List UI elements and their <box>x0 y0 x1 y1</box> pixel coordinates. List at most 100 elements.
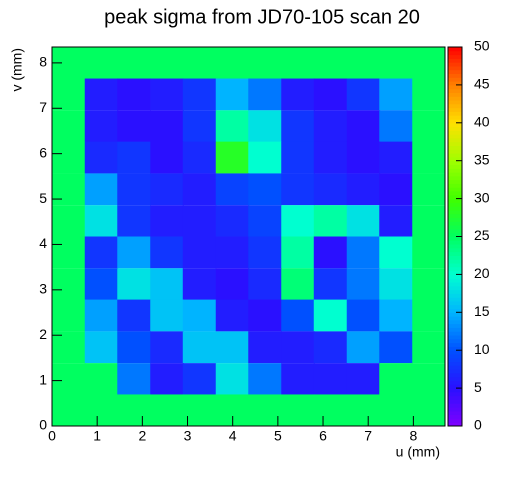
heatmap-cell <box>313 268 348 301</box>
colorbar-step <box>448 418 462 423</box>
heatmap-cell <box>281 141 315 174</box>
heatmap-cell <box>215 78 250 111</box>
colorbar-step <box>448 335 462 340</box>
colorbar-step <box>448 422 462 427</box>
heatmap-cell <box>313 110 348 143</box>
chart-title: peak sigma from JD70-105 scan 20 <box>104 6 420 28</box>
colorbar-step <box>448 103 462 109</box>
colorbar-step <box>448 92 462 97</box>
colorbar-step <box>448 206 462 211</box>
heatmap-cell <box>313 205 348 237</box>
heatmap-cell <box>346 299 381 332</box>
x-tick-label: 6 <box>319 428 327 444</box>
x-tick-label: 2 <box>138 428 146 444</box>
x-tick-label: 4 <box>229 428 237 444</box>
heatmap-cell <box>281 78 315 111</box>
colorbar-step <box>448 50 462 56</box>
heatmap-cell <box>412 173 446 206</box>
colorbar-tick-label: 5 <box>474 379 482 395</box>
heatmap-cell <box>150 363 184 395</box>
colorbar-step <box>448 338 462 344</box>
heatmap-cell <box>346 236 381 269</box>
colorbar-step <box>448 191 462 196</box>
x-tick-label: 8 <box>409 428 417 444</box>
heatmap-cell <box>117 394 151 427</box>
heatmap-cell <box>379 173 413 206</box>
y-tick-label: 8 <box>39 54 47 70</box>
heatmap-cell <box>52 236 86 269</box>
colorbar-step <box>448 270 462 275</box>
heatmap-cell <box>150 173 184 206</box>
colorbar-step <box>448 376 462 382</box>
heatmap-cell <box>346 394 381 427</box>
heatmap-cell <box>346 47 381 80</box>
heatmap-cell <box>346 78 381 111</box>
colorbar-step <box>448 172 462 177</box>
heatmap-cell <box>150 141 184 174</box>
colorbar-step <box>448 217 462 222</box>
colorbar-step <box>448 84 462 90</box>
heatmap-cell <box>248 299 282 332</box>
colorbar-step <box>448 251 462 256</box>
colorbar-step <box>448 62 462 67</box>
colorbar-step <box>448 399 462 404</box>
heatmap-cell <box>150 78 184 111</box>
heatmap-cell <box>84 236 119 269</box>
colorbar-step <box>448 259 462 264</box>
heatmap-cell <box>248 236 282 269</box>
heatmap-cell <box>52 268 86 301</box>
colorbar-step <box>448 221 462 226</box>
colorbar-step <box>448 247 462 253</box>
x-tick-label: 3 <box>184 428 192 444</box>
colorbar-step <box>448 308 462 313</box>
heatmap-cell <box>84 394 119 427</box>
colorbar-step <box>448 391 462 397</box>
heatmap-cell <box>52 299 86 332</box>
heatmap-cell <box>281 268 315 301</box>
heatmap-cell <box>117 363 151 395</box>
heatmap-cell <box>84 173 119 206</box>
heatmap-cell <box>215 47 250 80</box>
colorbar-tick-label: 20 <box>474 265 490 281</box>
colorbar-step <box>448 331 462 336</box>
colorbar-step <box>448 228 462 234</box>
heatmap-cell <box>215 236 250 269</box>
colorbar-step <box>448 81 462 86</box>
colorbar-step <box>448 145 462 150</box>
colorbar-step <box>448 58 462 63</box>
heatmap-cell <box>52 173 86 206</box>
colorbar-step <box>448 232 462 237</box>
heatmap-cell <box>412 363 446 395</box>
colorbar-tick-label: 40 <box>474 114 490 130</box>
colorbar-step <box>448 323 462 328</box>
colorbar-step <box>448 395 462 400</box>
colorbar-step <box>448 407 462 412</box>
colorbar-step <box>448 361 462 366</box>
heatmap-cell <box>313 299 348 332</box>
heatmap-cell <box>84 205 119 237</box>
colorbar-tick-label: 25 <box>474 227 490 243</box>
colorbar-step <box>448 357 462 363</box>
heatmap-cell <box>379 78 413 111</box>
colorbar-step <box>448 115 462 120</box>
colorbar-step <box>448 187 462 192</box>
colorbar-step <box>448 342 462 347</box>
heatmap-cell <box>182 205 217 237</box>
colorbar-step <box>448 281 462 287</box>
heatmap-cell <box>52 141 86 174</box>
colorbar-step <box>448 410 462 416</box>
colorbar-step <box>448 225 462 230</box>
y-tick-label: 5 <box>39 190 47 206</box>
heatmap-cell <box>379 394 413 427</box>
colorbar-step <box>448 168 462 173</box>
y-tick-label: 0 <box>39 417 47 433</box>
colorbar-step <box>448 388 462 393</box>
heatmap-cell <box>117 173 151 206</box>
y-tick-label: 4 <box>39 235 47 251</box>
heatmap-cell <box>182 78 217 111</box>
colorbar-step <box>448 134 462 139</box>
heatmap-cell <box>248 363 282 395</box>
heatmap-cell <box>248 78 282 111</box>
heatmap-cell <box>412 141 446 174</box>
colorbar-step <box>448 372 462 378</box>
